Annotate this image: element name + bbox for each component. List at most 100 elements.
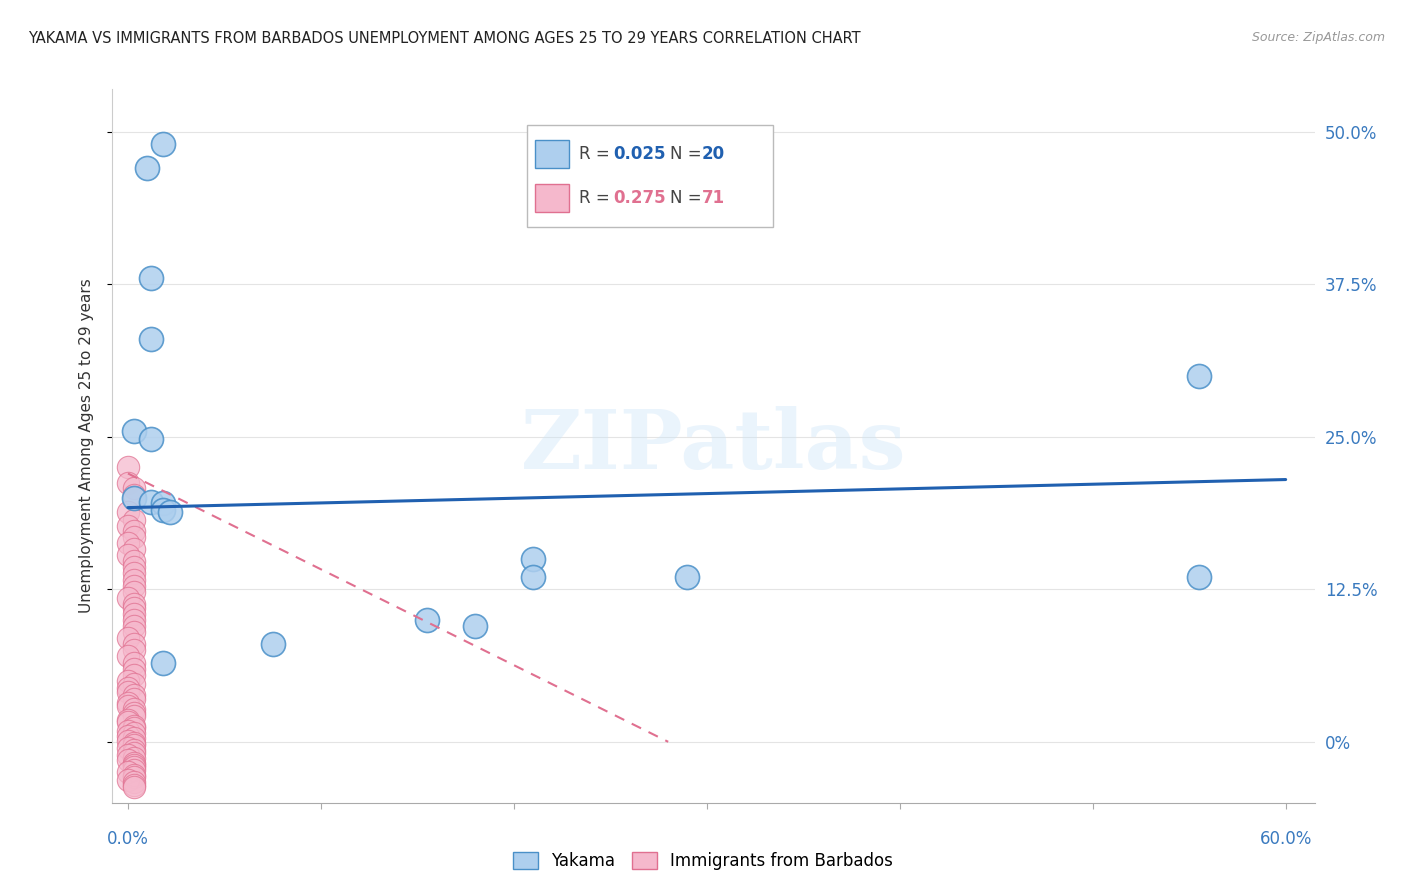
Point [117,713,139,727]
Point [1188,570,1211,584]
Point [122,780,145,794]
Point [139,432,162,446]
Point [117,649,139,664]
Point [122,625,145,640]
Point [122,760,145,774]
Point [117,591,139,605]
Point [122,619,145,633]
Point [117,772,139,787]
Point [122,542,145,557]
Point [117,740,139,755]
Point [522,551,544,566]
Point [122,702,145,716]
Text: R =: R = [579,145,614,163]
Point [122,530,145,544]
Point [152,496,174,510]
Point [122,756,145,770]
Point [117,536,139,550]
Point [122,513,145,527]
Point [117,715,139,730]
Point [122,524,145,538]
Point [117,723,139,738]
Point [122,643,145,657]
Point [122,739,145,753]
Point [1188,368,1211,383]
Point [122,584,145,599]
Point [122,731,145,746]
Point [522,570,544,584]
Point [122,597,145,611]
FancyBboxPatch shape [527,125,773,227]
Text: 20: 20 [702,145,725,163]
Point [136,161,159,176]
Point [152,656,174,670]
Point [152,137,174,152]
Point [122,573,145,587]
Point [122,613,145,627]
Point [122,566,145,581]
Legend: Yakama, Immigrants from Barbados: Yakama, Immigrants from Barbados [506,845,900,877]
Point [117,506,139,520]
Text: 0.275: 0.275 [613,189,666,207]
Point [122,743,145,757]
Point [122,706,145,720]
Point [117,696,139,710]
Point [117,733,139,747]
Point [122,777,145,791]
Point [122,600,145,615]
Point [122,768,145,782]
Point [117,765,139,780]
Point [139,494,162,508]
Point [139,271,162,285]
Point [122,554,145,568]
Y-axis label: Unemployment Among Ages 25 to 29 years: Unemployment Among Ages 25 to 29 years [79,278,94,614]
Point [117,681,139,695]
Point [122,722,145,736]
Text: ZIPatlas: ZIPatlas [520,406,907,486]
Point [117,631,139,645]
Point [122,736,145,750]
Point [122,775,145,789]
Point [122,726,145,740]
Point [117,476,139,491]
Point [117,753,139,767]
Point [122,637,145,651]
Point [122,560,145,574]
Point [122,750,145,764]
Point [122,746,145,760]
Point [122,579,145,593]
Point [464,619,486,633]
Point [117,460,139,475]
Point [122,677,145,691]
Point [122,662,145,676]
Text: R =: R = [579,189,614,207]
Point [122,763,145,777]
Point [122,689,145,703]
Point [122,667,145,681]
Point [117,519,139,533]
Point [122,424,145,438]
Text: 60.0%: 60.0% [1260,830,1312,847]
Text: Source: ZipAtlas.com: Source: ZipAtlas.com [1251,31,1385,45]
Point [122,692,145,706]
Point [117,548,139,562]
Point [122,656,145,670]
Text: 0.025: 0.025 [613,145,666,163]
Point [122,770,145,784]
Text: 71: 71 [702,189,725,207]
Point [117,729,139,743]
Point [139,332,162,346]
Point [117,699,139,714]
Point [122,709,145,723]
Bar [534,140,569,169]
Text: N =: N = [671,189,707,207]
Point [117,685,139,699]
Bar [534,184,569,212]
Point [416,613,439,627]
Point [117,748,139,763]
Point [122,607,145,621]
Point [262,637,284,651]
Point [122,491,145,505]
Point [122,481,145,495]
Text: YAKAMA VS IMMIGRANTS FROM BARBADOS UNEMPLOYMENT AMONG AGES 25 TO 29 YEARS CORREL: YAKAMA VS IMMIGRANTS FROM BARBADOS UNEMP… [28,31,860,46]
